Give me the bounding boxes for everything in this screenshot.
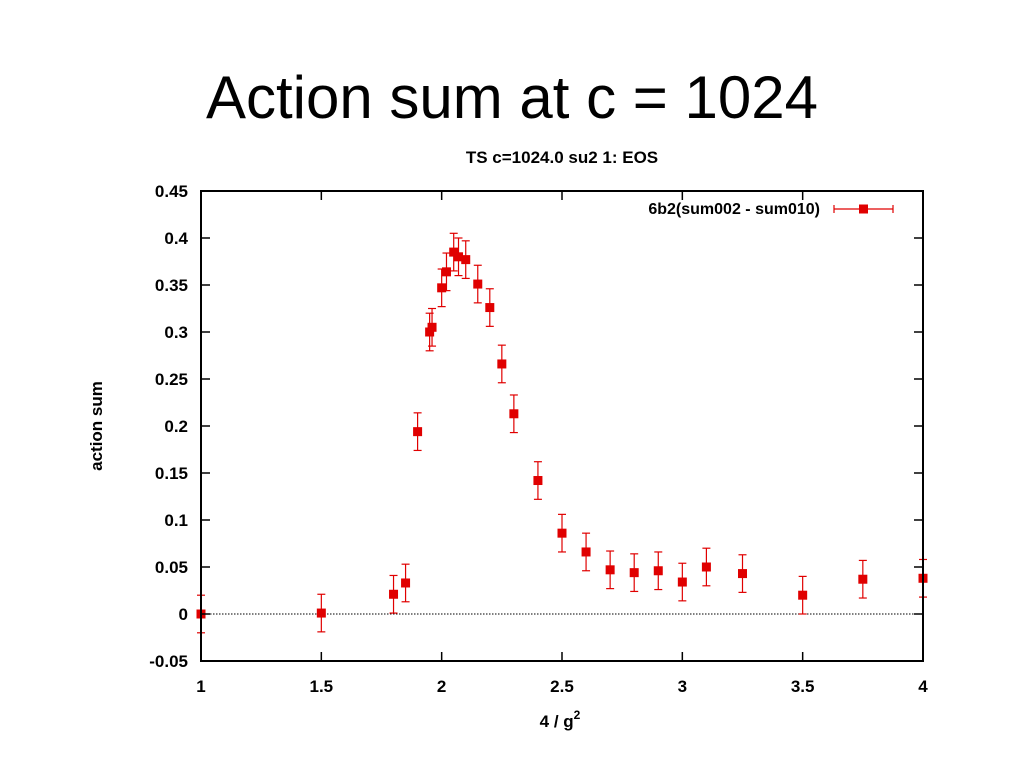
x-tick-label: 3.5 (791, 677, 815, 696)
x-axis-label-sup: 2 (574, 708, 581, 722)
y-tick-label: 0.25 (155, 370, 188, 389)
data-point (557, 528, 567, 538)
y-tick-label: 0.05 (155, 558, 188, 577)
y-tick-label: 0.1 (164, 511, 188, 530)
data-point (497, 359, 507, 369)
data-point (449, 247, 459, 257)
data-point (509, 409, 519, 419)
data-point (473, 279, 483, 289)
y-tick-label: 0.15 (155, 464, 188, 483)
y-tick-label: 0.3 (164, 323, 188, 342)
x-axis: 1 1.5 2 2.5 3 3.5 4 (196, 191, 928, 696)
legend-swatch (833, 204, 894, 214)
data-point (425, 327, 435, 337)
data-point (677, 577, 687, 587)
legend-label: 6b2(sum002 - sum010) (648, 201, 820, 218)
y-tick-label: 0.45 (155, 182, 188, 201)
data-point (858, 574, 868, 584)
data-point (653, 566, 663, 576)
legend-swatch-marker (859, 204, 868, 214)
slide-title: Action sum at c = 1024 (205, 64, 818, 131)
data-point (413, 427, 423, 437)
y-tick-label: 0.35 (155, 276, 188, 295)
data-point (401, 578, 411, 588)
y-tick-label: 0.2 (164, 417, 188, 436)
data-point (605, 565, 615, 575)
x-tick-label: 2 (437, 677, 446, 696)
x-axis-label: 4 / g2 (540, 708, 581, 731)
data-point (316, 608, 326, 618)
y-tick-label: 0.4 (164, 229, 188, 248)
y-tick-label: -0.05 (149, 652, 188, 671)
data-point (437, 283, 447, 293)
x-tick-label: 4 (918, 677, 928, 696)
data-point (629, 568, 639, 578)
data-point (581, 547, 591, 557)
y-axis-label: action sum (87, 381, 106, 471)
x-tick-label: 3 (678, 677, 687, 696)
data-point (454, 252, 464, 262)
data-point (389, 589, 399, 599)
data-point (441, 267, 451, 277)
y-tick-label: 0 (179, 605, 188, 624)
legend: 6b2(sum002 - sum010) (648, 201, 894, 218)
plot-area (196, 232, 928, 634)
data-point (701, 562, 711, 572)
data-point (427, 322, 437, 332)
chart-title: TS c=1024.0 su2 1: EOS (466, 148, 658, 167)
y-axis: -0.05 0 0.05 0.1 0.15 0.2 0.25 0.3 0.35 0.4 0.45 (149, 182, 923, 671)
x-tick-label: 2.5 (550, 677, 574, 696)
data-point (533, 476, 543, 486)
x-tick-label: 1 (196, 677, 205, 696)
data-point (798, 590, 808, 600)
x-axis-label-main: 4 / g (540, 712, 574, 731)
plot-frame (200, 190, 924, 662)
data-point (461, 255, 471, 265)
data-point (485, 303, 495, 313)
data-point (738, 569, 747, 579)
x-tick-label: 1.5 (310, 677, 334, 696)
